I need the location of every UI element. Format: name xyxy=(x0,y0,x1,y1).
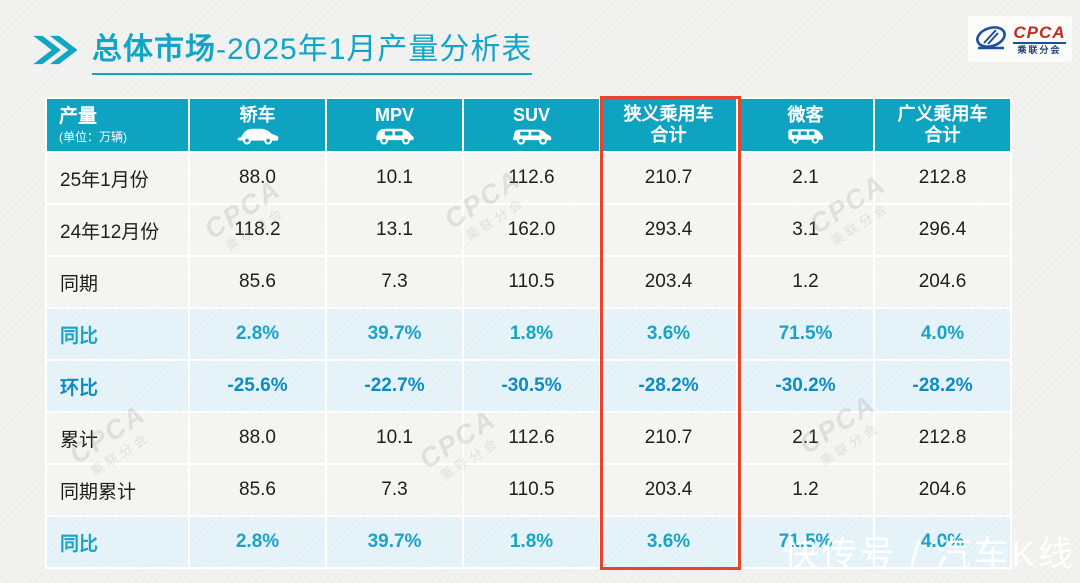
column-label: 微客 xyxy=(787,104,824,125)
row-label: 25年1月份 xyxy=(47,153,188,203)
table-cell: 293.4 xyxy=(601,205,736,255)
table-cell: -30.5% xyxy=(464,361,599,411)
row-label: 累计 xyxy=(47,413,188,463)
column-label: 狭义乘用车 xyxy=(623,104,714,125)
sedan-icon xyxy=(237,129,278,145)
corner-title: 产量 xyxy=(59,105,98,127)
column-label: 合计 xyxy=(650,125,687,145)
row-label: 同期 xyxy=(47,257,188,307)
column-header-suv: SUV xyxy=(464,99,599,151)
column-label: 广义乘用车 xyxy=(897,104,988,125)
table-cell: 13.1 xyxy=(327,205,462,255)
table-cell: 88.0 xyxy=(190,153,325,203)
page-title-bold: 总体市场 xyxy=(92,33,216,66)
column-header-mpv: MPV xyxy=(327,99,462,151)
column-header-production: 产量 (单位：万辆) xyxy=(47,99,188,151)
titlebar: 总体市场-2025年1月产量分析表 xyxy=(30,24,533,75)
table-cell: 10.1 xyxy=(327,413,462,463)
table-cell: 1.2 xyxy=(738,257,873,307)
table-cell: 39.7% xyxy=(327,517,462,567)
table-cell: 3.1 xyxy=(738,205,873,255)
table-cell: 71.5% xyxy=(738,517,873,567)
row-label: 环比 xyxy=(47,361,188,411)
column-label: 轿车 xyxy=(239,104,276,125)
mpv-icon xyxy=(375,129,414,145)
cpca-logo-text: CPCA 乘联分会 xyxy=(1013,22,1066,55)
table-cell: 2.8% xyxy=(190,517,325,567)
table-cell: -25.6% xyxy=(190,361,325,411)
double-chevron-icon xyxy=(33,35,78,64)
column-header-microvan: 微客 xyxy=(738,99,873,151)
table-cell: 212.8 xyxy=(875,413,1010,463)
table-cell: 85.6 xyxy=(190,465,325,515)
table-cell: 210.7 xyxy=(601,153,736,203)
table-cell: 1.8% xyxy=(464,309,599,359)
table-cell: 4.0% xyxy=(875,517,1010,567)
table-cell: 110.5 xyxy=(464,257,599,307)
cpca-logo: CPCA 乘联分会 xyxy=(968,16,1072,62)
page-title-rest: -2025年1月产量分析表 xyxy=(216,33,533,66)
table-cell: 204.6 xyxy=(875,465,1010,515)
page-title: 总体市场-2025年1月产量分析表 xyxy=(92,24,533,75)
column-label: MPV xyxy=(374,104,414,125)
table-cell: 162.0 xyxy=(464,205,599,255)
suv-icon xyxy=(512,129,551,145)
column-header-narrow-pv-total: 狭义乘用车 合计 xyxy=(601,99,736,151)
table-cell: 71.5% xyxy=(738,309,873,359)
column-header-broad-pv-total: 广义乘用车 合计 xyxy=(875,99,1010,151)
table-cell: 112.6 xyxy=(464,413,599,463)
table-cell: 3.6% xyxy=(601,517,736,567)
cpca-logo-name: CPCA xyxy=(1013,22,1066,44)
table-cell: 1.8% xyxy=(464,517,599,567)
column-label: 合计 xyxy=(924,125,961,145)
table-cell: 296.4 xyxy=(875,205,1010,255)
corner-unit-note: (单位：万辆) xyxy=(59,129,127,144)
table-cell: 85.6 xyxy=(190,257,325,307)
table-cell: 212.8 xyxy=(875,153,1010,203)
row-label: 24年12月份 xyxy=(47,205,188,255)
cpca-logo-subtitle: 乘联分会 xyxy=(1017,44,1062,55)
row-label: 同期累计 xyxy=(47,465,188,515)
table-cell: -28.2% xyxy=(601,361,736,411)
cpca-swoosh-icon xyxy=(976,26,1007,50)
table-cell: 210.7 xyxy=(601,413,736,463)
column-header-sedan: 轿车 xyxy=(190,99,325,151)
microvan-icon xyxy=(787,129,823,144)
table-cell: 118.2 xyxy=(190,205,325,255)
table-cell: 7.3 xyxy=(327,257,462,307)
table-cell: 7.3 xyxy=(327,465,462,515)
table-cell: 3.6% xyxy=(601,309,736,359)
row-label: 同比 xyxy=(47,309,188,359)
table-cell: 4.0% xyxy=(875,309,1010,359)
table-cell: 112.6 xyxy=(464,153,599,203)
column-label: SUV xyxy=(512,104,550,125)
table-cell: 10.1 xyxy=(327,153,462,203)
production-table: 产量 (单位：万辆) 轿车 MPV SUV xyxy=(45,96,1012,570)
table-cell: 204.6 xyxy=(875,257,1010,307)
table-cell: 1.2 xyxy=(738,465,873,515)
table-cell: 203.4 xyxy=(601,465,736,515)
table-cell: -22.7% xyxy=(327,361,462,411)
table-cell: -30.2% xyxy=(738,361,873,411)
table-cell: 39.7% xyxy=(327,309,462,359)
row-label: 同比 xyxy=(47,517,188,567)
table-cell: 2.8% xyxy=(190,309,325,359)
table-cell: 2.1 xyxy=(738,153,873,203)
table-cell: 2.1 xyxy=(738,413,873,463)
table-cell: -28.2% xyxy=(875,361,1010,411)
table-cell: 203.4 xyxy=(601,257,736,307)
table-cell: 88.0 xyxy=(190,413,325,463)
table-cell: 110.5 xyxy=(464,465,599,515)
